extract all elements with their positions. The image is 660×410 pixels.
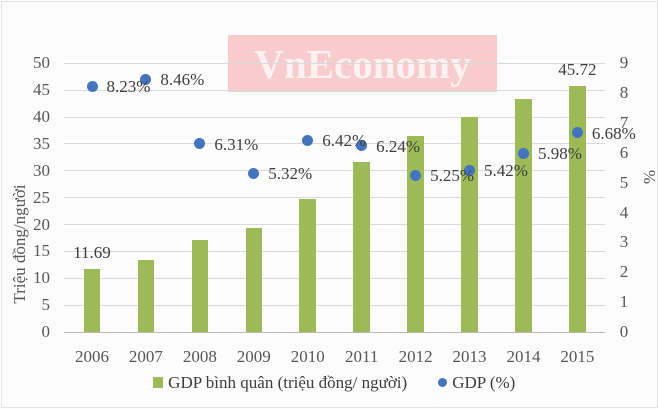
y-left-tick-20: 20 (33, 214, 50, 234)
chart-legend: GDP bình quân (triệu đồng/ người) GDP (%… (8, 372, 660, 393)
point-label-2015: 6.68% (591, 123, 636, 143)
point-label-2008: 6.31% (214, 134, 259, 154)
y-right-tick-8: 8 (619, 83, 629, 103)
x-tick-2012: 2012 (398, 347, 433, 366)
bar-2010 (299, 198, 316, 332)
point-label-2009: 5.32% (268, 164, 313, 184)
bar-label-2015: 45.72 (558, 60, 597, 80)
y-right-tick-6: 6 (619, 142, 629, 162)
point-label-2014: 5.98% (537, 144, 582, 164)
gridline-20 (64, 224, 605, 226)
point-2008 (194, 138, 206, 150)
point-2013 (464, 164, 475, 176)
x-tick-2009: 2009 (236, 347, 271, 366)
point-2015 (571, 127, 583, 139)
y-left-tick-15: 15 (33, 241, 50, 261)
x-tick-2013: 2013 (452, 347, 487, 366)
gridline-15 (64, 250, 605, 252)
point-label-2011: 6.24% (376, 136, 421, 156)
x-tick-2010: 2010 (290, 347, 325, 366)
gridline-10 (64, 277, 605, 279)
legend-circle-marker (437, 377, 448, 388)
y-right-tick-9: 9 (619, 53, 629, 73)
point-label-2006: 8.23% (106, 77, 151, 97)
y-left-tick-25: 25 (33, 187, 50, 207)
y-right-tick-7: 7 (619, 113, 629, 132)
point-2009 (248, 167, 260, 179)
legend-square-marker (152, 377, 164, 388)
bar-2007 (137, 259, 155, 332)
y-right-tick-1: 1 (619, 292, 629, 312)
right-axis-title: % (640, 169, 659, 185)
bar-2012 (407, 135, 424, 332)
y-left-tick-35: 35 (33, 133, 50, 153)
x-tick-2007: 2007 (128, 347, 163, 366)
x-tick-2011: 2011 (344, 347, 379, 366)
point-2011 (356, 140, 368, 152)
legend-item-gdp-percent: GDP (%) (437, 372, 516, 393)
point-label-2007: 8.46% (160, 70, 205, 90)
point-label-2013: 5.42% (484, 161, 528, 181)
point-label-2010: 6.42% (322, 131, 367, 151)
bar-2015 (569, 86, 586, 332)
legend-item-gdp-binh-quan: GDP bình quân (triệu đồng/ người) (152, 372, 408, 393)
x-tick-2006: 2006 (75, 347, 109, 366)
bar-2006 (83, 269, 101, 332)
bar-2011 (353, 161, 370, 332)
point-2012 (410, 169, 422, 181)
x-tick-2008: 2008 (182, 347, 217, 366)
y-right-tick-4: 4 (619, 202, 629, 222)
y-left-tick-30: 30 (33, 160, 50, 180)
x-axis-line (64, 331, 605, 333)
point-2006 (86, 80, 98, 92)
y-right-tick-2: 2 (619, 262, 629, 282)
y-left-tick-50: 50 (33, 53, 50, 73)
gridline-25 (64, 197, 605, 199)
legend-label: GDP bình quân (triệu đồng/ người) (168, 372, 408, 392)
y-left-tick-10: 10 (33, 268, 50, 288)
gridline-50 (64, 62, 605, 64)
x-tick-2014: 2014 (506, 347, 541, 366)
point-2007 (140, 73, 152, 85)
y-left-tick-45: 45 (33, 80, 50, 100)
gridline-30 (64, 170, 605, 172)
bar-2013 (461, 117, 478, 332)
y-right-tick-3: 3 (619, 232, 629, 252)
bar-2008 (191, 239, 209, 332)
gridline-45 (64, 89, 605, 91)
y-left-tick-5: 5 (41, 295, 51, 315)
point-2014 (517, 147, 529, 159)
left-axis-title: Triệu đồng/người (10, 184, 29, 304)
y-left-tick-40: 40 (33, 107, 50, 127)
legend-label: GDP (%) (452, 372, 516, 392)
y-right-tick-0: 0 (619, 322, 629, 341)
point-2010 (302, 134, 314, 146)
x-tick-2015: 2015 (560, 347, 595, 366)
bar-2014 (515, 98, 532, 332)
bar-2009 (245, 228, 263, 332)
y-left-tick-0: 0 (41, 322, 51, 341)
point-label-2012: 5.25% (430, 166, 474, 186)
gridline-5 (64, 304, 605, 306)
gridline-40 (64, 116, 605, 118)
bar-label-2006: 11.69 (73, 243, 111, 263)
gridline-35 (64, 143, 605, 145)
y-right-tick-5: 5 (619, 172, 629, 192)
